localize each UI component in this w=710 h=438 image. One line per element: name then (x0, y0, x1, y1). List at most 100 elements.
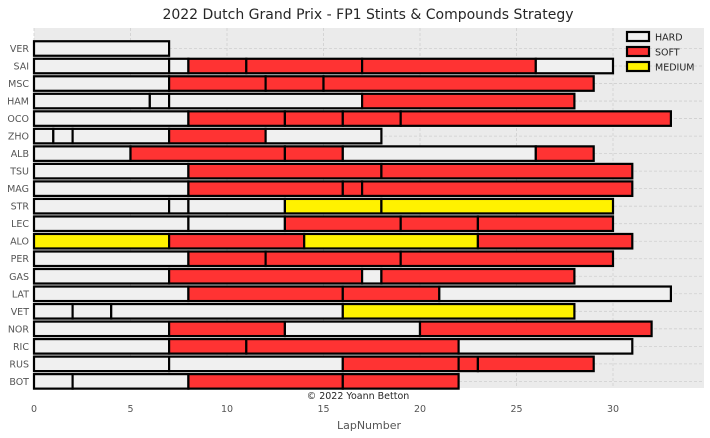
stint-bar (457, 355, 480, 373)
stint-bar (361, 180, 634, 198)
driver-label: TSU (9, 167, 29, 178)
chart-title: 2022 Dutch Grand Prix - FP1 Stints & Com… (162, 7, 573, 23)
stint-bar (168, 92, 364, 110)
stint-bar (110, 302, 344, 320)
stint-bar (168, 337, 248, 355)
stint-bar (341, 302, 576, 320)
stint-bar (71, 373, 190, 390)
stint-bar (438, 285, 672, 303)
stint-bar (264, 127, 383, 145)
driver-label: RUS (9, 359, 29, 370)
driver-label: NOR (8, 324, 30, 335)
stint-bar (341, 285, 441, 303)
stint-bar (32, 215, 190, 233)
stint-bar (71, 127, 171, 145)
driver-label: MSC (8, 79, 29, 90)
stint-bar (361, 92, 576, 110)
stint-bar (32, 320, 171, 338)
driver-label: ALO (10, 237, 29, 248)
stint-bar (303, 232, 480, 250)
driver-label: STR (11, 202, 30, 213)
stint-bar (168, 320, 287, 338)
x-tick-label: 30 (607, 404, 619, 415)
stint-bar (168, 57, 190, 75)
stint-bar (168, 75, 267, 92)
stint-bar (476, 215, 615, 233)
x-tick-label: 25 (510, 404, 522, 415)
stint-bar (187, 373, 344, 390)
stint-bar (476, 232, 634, 250)
stint-bar (399, 110, 673, 127)
driver-label: MAG (7, 184, 29, 195)
driver-label: OCO (7, 114, 29, 125)
stint-bar (534, 145, 595, 162)
stint-bar (32, 145, 132, 162)
stint-bar (71, 302, 113, 320)
stint-bar (341, 145, 537, 162)
driver-label: ZHO (8, 132, 29, 143)
stint-bar (476, 355, 595, 373)
stint-bar (32, 75, 171, 92)
driver-label: LEC (11, 219, 29, 230)
stint-bar (168, 197, 190, 215)
stint-bar (32, 162, 190, 180)
x-tick-label: 20 (414, 404, 426, 415)
legend: HARD SOFT MEDIUM (625, 30, 694, 74)
stint-bar (187, 180, 344, 198)
credit-annotation: © 2022 Yoann Betton (307, 391, 410, 402)
stint-bar (245, 337, 460, 355)
stint-bar (187, 250, 267, 268)
stint-bar (32, 57, 171, 75)
stint-bar (283, 197, 383, 215)
stint-bar (187, 197, 286, 215)
stint-bar (32, 92, 151, 110)
stint-bar (32, 232, 171, 250)
stint-bar (52, 127, 74, 145)
y-tick-labels: VER SAI MSC HAM OCO ZHO ALB TSU MAG STR LEC ALO PER G… (7, 44, 29, 388)
stint-bar (187, 110, 286, 127)
stint-bar (32, 355, 171, 373)
stint-bar (361, 267, 383, 285)
stint-bar (457, 337, 634, 355)
stint-bar (322, 75, 595, 92)
stint-bar (380, 267, 576, 285)
stint-bar (32, 180, 190, 198)
stint-bar (32, 285, 190, 303)
x-tick-label: 0 (31, 404, 37, 415)
stint-bar (283, 145, 344, 162)
stint-bar (129, 145, 286, 162)
stint-bar (187, 162, 383, 180)
stint-bar (168, 232, 306, 250)
stint-bar (32, 302, 74, 320)
stint-bar (399, 215, 480, 233)
driver-label: GAS (9, 272, 29, 283)
driver-label: ALB (11, 149, 29, 160)
stint-bar (283, 110, 344, 127)
stint-bars (32, 40, 673, 390)
stint-bar (168, 127, 267, 145)
x-tick-labels: 0 5 10 15 20 25 30 (31, 404, 619, 415)
stint-bar (264, 250, 402, 268)
stint-bar (361, 57, 537, 75)
stint-bar (341, 110, 402, 127)
stint-bar (168, 355, 344, 373)
stint-bar (32, 250, 190, 268)
stint-bar (399, 250, 615, 268)
stint-bar (32, 197, 171, 215)
stint-bar (187, 215, 286, 233)
driver-label: SAI (13, 62, 29, 73)
driver-label: RIC (13, 342, 29, 353)
x-tick-label: 10 (221, 404, 233, 415)
legend-entry: SOFT (655, 48, 680, 59)
legend-entry: MEDIUM (655, 63, 694, 74)
legend-entry: HARD (655, 33, 683, 44)
stint-bar (380, 162, 634, 180)
stint-bar (283, 215, 402, 233)
stint-bar (187, 285, 344, 303)
stint-bar (187, 57, 248, 75)
stint-bar (32, 110, 190, 127)
stint-bar (245, 57, 364, 75)
stint-bar (32, 267, 171, 285)
stint-bar (148, 92, 171, 110)
x-tick-label: 15 (317, 404, 329, 415)
